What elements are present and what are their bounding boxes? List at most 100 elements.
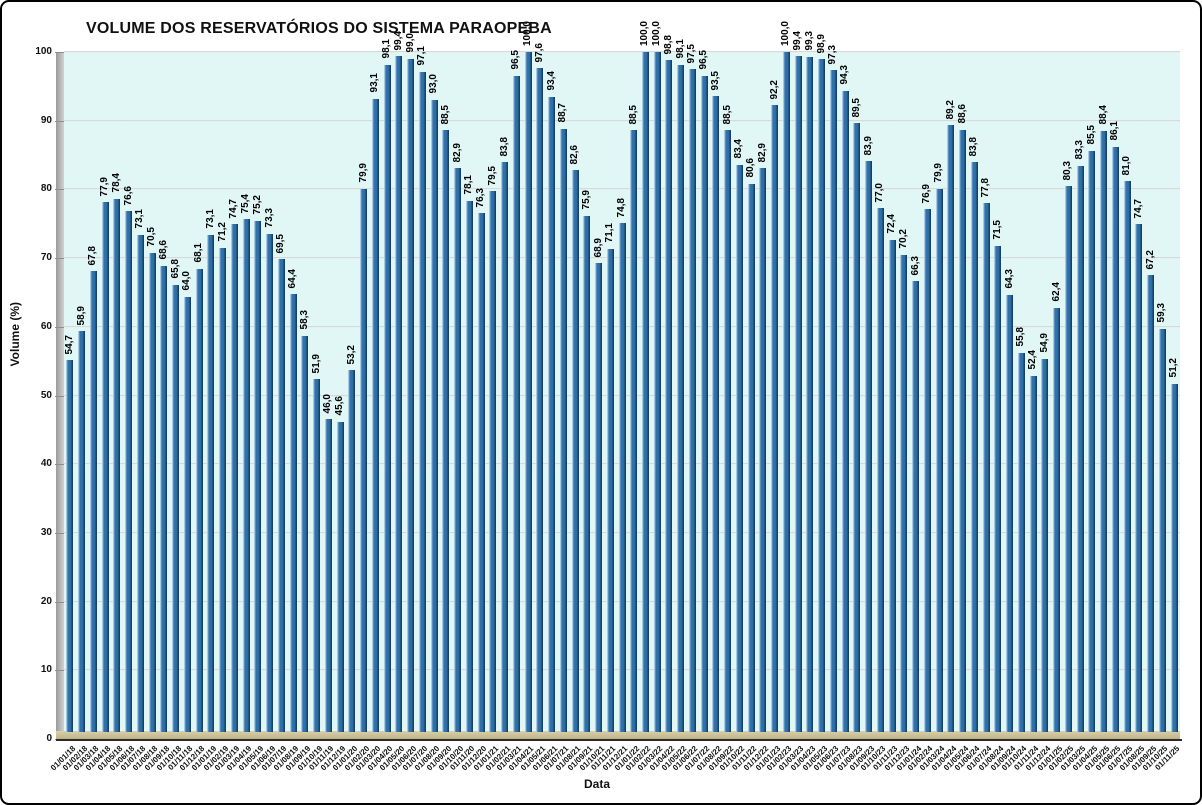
bar <box>559 128 567 732</box>
bar <box>829 70 837 732</box>
bar <box>454 168 462 732</box>
x-axis-line <box>56 739 1182 741</box>
bar-value-label: 89,2 <box>944 99 956 120</box>
bar-value-label: 88,5 <box>439 104 451 125</box>
bar <box>794 56 802 732</box>
bar <box>735 164 743 732</box>
bar <box>912 281 920 732</box>
y-axis-tick-label: 100 <box>35 46 52 57</box>
bar-value-label: 74,7 <box>1132 198 1144 219</box>
bar-value-label: 68,9 <box>592 238 604 258</box>
bar-value-label: 80,6 <box>745 158 757 178</box>
bar-value-label: 89,5 <box>850 97 862 118</box>
bar <box>1029 375 1037 732</box>
bar <box>806 56 814 732</box>
bar <box>489 191 497 732</box>
bar <box>1064 185 1072 732</box>
bar-value-label: 54,9 <box>1038 333 1050 353</box>
bar <box>583 215 591 732</box>
bar <box>1147 275 1155 732</box>
bar-value-label: 71,1 <box>604 223 616 243</box>
bar <box>982 202 990 732</box>
bar <box>1100 130 1108 732</box>
bar <box>606 248 614 732</box>
bar-value-label: 93,0 <box>428 74 440 94</box>
bar-value-label: 76,6 <box>122 185 134 206</box>
bar-value-label: 77,0 <box>874 182 886 203</box>
bar <box>360 188 368 732</box>
bar <box>747 183 755 732</box>
bar-value-label: 66,3 <box>909 255 921 276</box>
bar-value-label: 58,3 <box>298 310 310 330</box>
bar-value-label: 78,4 <box>110 173 122 193</box>
bar-value-label: 88,5 <box>627 104 639 125</box>
bar-value-label: 85,5 <box>1085 125 1097 145</box>
y-axis-tick-mark <box>55 120 64 122</box>
y-axis-tick-mark <box>55 326 64 328</box>
bar <box>113 198 121 732</box>
bar <box>959 129 967 732</box>
bar-value-label: 71,5 <box>991 220 1003 240</box>
bar <box>947 125 955 732</box>
y-axis-tick-mark <box>55 52 64 53</box>
bar-value-label: 83,8 <box>498 136 510 157</box>
y-axis-tick-label: 0 <box>46 733 52 744</box>
bar-value-label: 97,6 <box>533 42 545 63</box>
bar <box>923 209 931 732</box>
bar <box>89 270 97 732</box>
bar <box>289 294 297 732</box>
bar-value-label: 68,6 <box>157 240 169 260</box>
bar-value-label: 96,5 <box>698 50 710 70</box>
bar-value-label: 83,8 <box>968 136 980 157</box>
y-axis-tick-label: 80 <box>40 183 52 195</box>
bar-value-label: 97,5 <box>686 43 698 63</box>
bar <box>66 360 74 732</box>
gridline <box>64 51 1180 53</box>
bar-value-label: 55,8 <box>1015 327 1027 347</box>
bar <box>407 58 415 732</box>
bar <box>219 247 227 732</box>
bar <box>1135 224 1143 732</box>
y-axis-tick-mark <box>55 464 64 466</box>
y-axis-title: Volume (%) <box>8 302 22 367</box>
bar-value-label: 76,3 <box>475 187 487 208</box>
bar-value-label: 62,4 <box>1050 282 1062 302</box>
bar <box>395 56 403 732</box>
bar-value-label: 88,7 <box>557 103 569 123</box>
bar-value-label: 79,9 <box>933 163 945 183</box>
bar-value-label: 67,2 <box>1144 249 1156 270</box>
x-axis-title: Data <box>583 777 610 791</box>
bar-value-label: 79,5 <box>486 165 498 186</box>
bar-value-label: 75,4 <box>240 193 252 214</box>
y-axis-tick-label: 30 <box>40 526 52 538</box>
gridline <box>64 188 1180 191</box>
bar <box>336 421 344 732</box>
bar-value-label: 88,4 <box>1097 105 1109 125</box>
bar <box>183 296 191 732</box>
bar-value-label: 45,6 <box>334 396 346 416</box>
bar-value-label: 51,9 <box>310 353 322 374</box>
bar-value-label: 99,3 <box>803 31 815 51</box>
bar <box>641 52 649 732</box>
bar-value-label: 53,2 <box>345 344 357 365</box>
bar-value-label: 99,4 <box>792 30 804 51</box>
y-axis-tick-label: 50 <box>40 389 52 401</box>
bar <box>900 254 908 732</box>
bar <box>630 130 638 732</box>
bar <box>465 200 473 732</box>
bar-value-label: 75,2 <box>251 195 263 215</box>
bar <box>230 224 238 732</box>
y-axis-tick-label: 60 <box>40 320 52 332</box>
bar-value-label: 98,8 <box>662 34 674 55</box>
bar <box>818 59 826 732</box>
bar <box>618 223 626 732</box>
bar <box>524 52 532 732</box>
bar <box>383 64 391 732</box>
bar <box>1041 358 1049 732</box>
bar <box>512 75 520 732</box>
bar-value-label: 98,9 <box>815 34 827 54</box>
y-axis-tick-label: 40 <box>40 458 52 470</box>
